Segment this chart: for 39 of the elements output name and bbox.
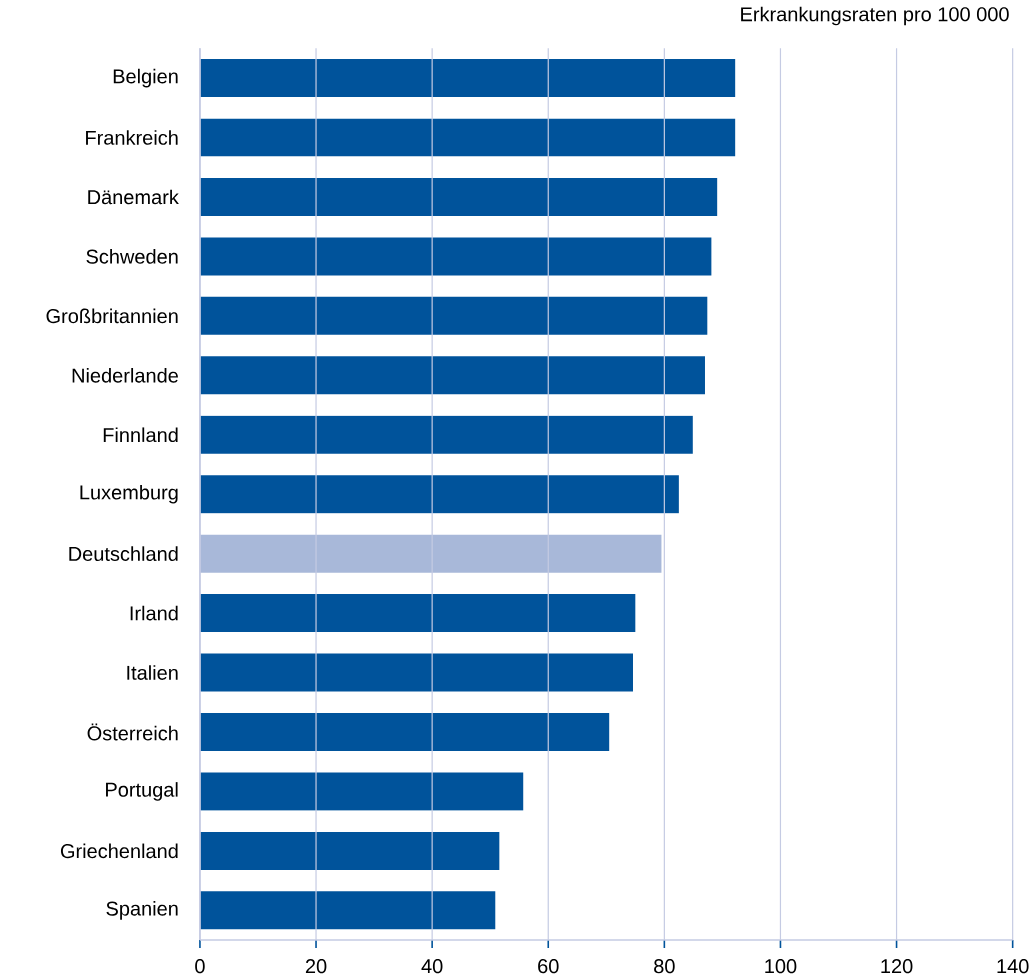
x-tick-label: 0 bbox=[195, 959, 205, 974]
x-tick-label: 100 bbox=[765, 959, 797, 974]
y-tick-label: Großbritannien bbox=[46, 308, 178, 324]
bar bbox=[199, 415, 693, 454]
y-tick-label: Spanien bbox=[106, 901, 178, 920]
x-tick-label: 60 bbox=[538, 959, 559, 974]
x-tick-label: 140 bbox=[997, 959, 1029, 974]
bar bbox=[199, 356, 705, 395]
y-tick-label: Frankreich bbox=[86, 130, 178, 145]
y-tick-label: Italien bbox=[127, 665, 178, 680]
y-tick-label: Irland bbox=[130, 605, 178, 621]
bar bbox=[199, 118, 736, 157]
bar bbox=[199, 891, 496, 930]
bar bbox=[199, 59, 736, 98]
bar bbox=[199, 653, 633, 692]
y-tick-label: Griechenland bbox=[60, 843, 178, 859]
bar bbox=[199, 713, 610, 752]
y-tick-label: Österreich bbox=[87, 723, 178, 741]
bar bbox=[199, 178, 718, 216]
bar bbox=[199, 831, 500, 870]
y-tick-label: Dänemark bbox=[88, 189, 179, 205]
y-tick-label: Niederlande bbox=[72, 368, 178, 383]
bar bbox=[199, 594, 636, 633]
x-tick-label: 20 bbox=[305, 959, 327, 974]
y-tick-label: Schweden bbox=[86, 249, 178, 264]
y-tick-label: Deutschland bbox=[69, 546, 178, 562]
chart-title: Erkrankungsraten pro 100 000 bbox=[741, 6, 1009, 26]
y-tick-label: Finnland bbox=[103, 427, 178, 443]
y-tick-label: Portugal bbox=[106, 782, 178, 801]
x-tick-label: 40 bbox=[421, 959, 443, 974]
bar bbox=[199, 237, 712, 276]
bar bbox=[199, 534, 662, 573]
y-tick-label: Luxemburg bbox=[80, 484, 178, 504]
bar bbox=[199, 296, 708, 335]
x-tick-label: 80 bbox=[654, 959, 675, 974]
x-tick-label: 120 bbox=[881, 959, 913, 974]
y-tick-label: Belgien bbox=[113, 68, 178, 88]
bar bbox=[199, 475, 679, 514]
bar bbox=[199, 772, 524, 811]
